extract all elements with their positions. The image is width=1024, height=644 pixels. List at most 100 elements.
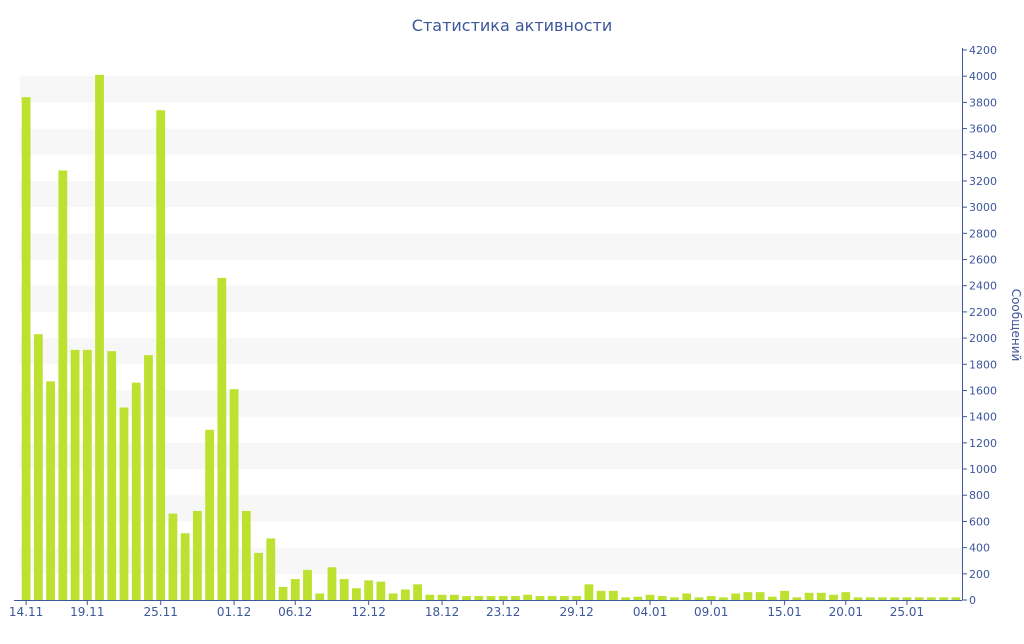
bar-15.01	[780, 590, 790, 600]
bar-07.01	[682, 593, 692, 600]
bar-23.01	[878, 597, 887, 600]
bar-24.01	[890, 597, 900, 600]
bar-29.01	[951, 597, 961, 600]
bar-17.01	[804, 592, 814, 600]
x-tick-label: 29.12	[559, 605, 593, 619]
x-tick-label: 20.01	[829, 605, 863, 619]
y-tick-label: 3400	[969, 149, 997, 162]
bar-25.12	[523, 594, 533, 600]
y-tick-label: 800	[969, 489, 990, 502]
grid-band	[20, 390, 962, 417]
bar-09.01	[706, 596, 716, 600]
bar-22.12	[486, 596, 496, 600]
y-tick-label: 2400	[969, 280, 997, 293]
bar-18.11	[70, 349, 80, 600]
x-tick-label: 19.11	[70, 605, 104, 619]
bar-05.01	[657, 596, 667, 600]
y-tick-label: 3200	[969, 175, 997, 188]
bar-29.12	[572, 596, 582, 600]
bar-28.11	[192, 510, 202, 600]
bar-16.11	[46, 381, 55, 600]
bar-27.01	[927, 597, 936, 600]
y-tick-label: 3800	[969, 96, 997, 109]
bar-06.12	[290, 579, 300, 600]
bar-02.01	[621, 597, 630, 600]
bar-11.12	[352, 588, 361, 600]
bar-26.01	[914, 597, 924, 600]
axes-group: 0 200 400 600 800 1000 1200 1400 1600 1800 2000 220…	[9, 44, 997, 619]
bar-24.11	[144, 355, 153, 600]
bar-17.11	[58, 170, 68, 600]
bar-12.01	[743, 592, 753, 600]
x-tick-label: 15.01	[767, 605, 801, 619]
bar-21.01	[853, 597, 863, 600]
y-tick-label: 200	[969, 568, 990, 581]
bar-14.01	[767, 596, 777, 600]
bar-22.01	[865, 597, 875, 600]
y-tick-label: 2200	[969, 306, 997, 319]
x-tick-label: 23.12	[486, 605, 520, 619]
bar-13.12	[376, 581, 386, 600]
bar-17.12	[425, 594, 435, 600]
y-tick-label: 1600	[969, 384, 997, 397]
bar-20.11	[95, 74, 104, 600]
y-tick-label: 0	[969, 594, 976, 607]
bar-09.12	[327, 567, 337, 600]
bar-13.01	[755, 592, 765, 600]
y-axis-label: Сообщений	[1009, 289, 1023, 362]
bar-27.12	[547, 596, 557, 600]
bar-19.12	[449, 594, 459, 600]
bar-18.12	[437, 594, 447, 600]
bar-04.01	[645, 594, 655, 600]
bar-23.12	[498, 596, 508, 600]
bar-30.12	[584, 584, 594, 600]
x-tick-label: 04.01	[633, 605, 667, 619]
bar-25.01	[902, 597, 912, 600]
bar-05.12	[278, 586, 288, 600]
bar-10.12	[339, 579, 349, 600]
chart-title: Статистика активности	[412, 16, 612, 35]
x-tick-label: 09.01	[694, 605, 728, 619]
bar-24.12	[511, 596, 520, 600]
y-tick-label: 600	[969, 515, 990, 528]
bar-01.01	[608, 590, 618, 600]
bar-29.11	[205, 429, 215, 600]
grid-band	[20, 180, 962, 208]
bar-20.12	[462, 596, 471, 600]
grid-band	[20, 285, 962, 312]
y-tick-label: 1000	[969, 463, 997, 476]
grid-band	[20, 76, 962, 103]
bar-08.12	[315, 593, 325, 600]
bar-04.12	[266, 538, 276, 600]
bar-08.01	[694, 597, 704, 600]
bar-03.12	[254, 552, 263, 600]
x-tick-label: 14.11	[9, 605, 43, 619]
y-tick-label: 2800	[969, 227, 997, 240]
y-tick-label: 4000	[969, 70, 997, 83]
x-tick-label: 12.12	[351, 605, 385, 619]
bar-14.11	[21, 97, 31, 601]
bar-25.11	[156, 110, 166, 600]
y-tick-label: 3000	[969, 201, 997, 214]
bar-02.12	[241, 510, 251, 600]
bar-18.01	[816, 592, 826, 600]
bar-19.01	[829, 594, 838, 600]
bar-16.01	[792, 597, 802, 600]
x-tick-label: 01.12	[217, 605, 251, 619]
grid-bands	[20, 76, 962, 574]
y-tick-label: 1200	[969, 437, 997, 450]
bar-15.11	[33, 334, 43, 600]
bar-06.01	[670, 597, 679, 600]
bar-12.12	[364, 580, 374, 600]
x-tick-label: 06.12	[278, 605, 312, 619]
bar-23.11	[131, 382, 141, 600]
bar-01.12	[229, 389, 239, 600]
y-tick-label: 2000	[969, 332, 997, 345]
bar-20.01	[841, 592, 851, 600]
y-tick-label: 1400	[969, 411, 997, 424]
bar-16.12	[413, 584, 423, 600]
bar-14.12	[388, 593, 398, 600]
x-tick-label: 25.01	[890, 605, 924, 619]
